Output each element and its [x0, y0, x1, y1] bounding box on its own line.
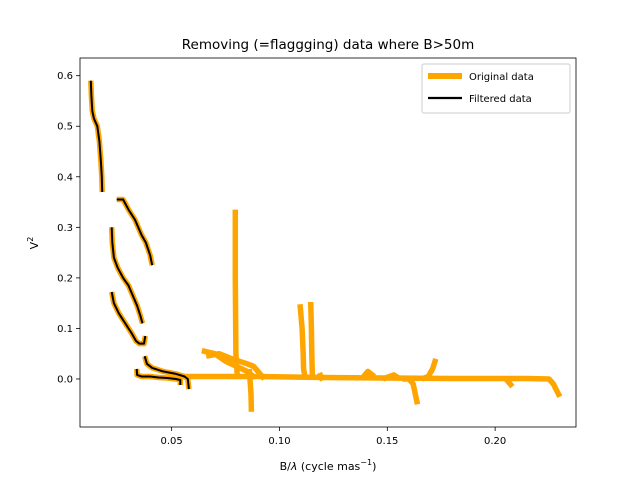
original-data-line-15 — [382, 372, 402, 382]
original-data-line-16 — [402, 376, 421, 405]
x-axis-label: B/λ (cycle mas−1) — [280, 458, 377, 473]
x-tick-label: 0.10 — [268, 436, 290, 447]
y-tick-label: 0.4 — [57, 172, 73, 183]
y-tick-label: 0.1 — [57, 324, 73, 335]
y-axis-label: V2 — [26, 237, 41, 250]
original-data-line-1 — [116, 196, 155, 266]
y-axis-ticks: 0.0 0.1 0.2 0.3 0.4 0.5 0.6 — [57, 71, 80, 385]
original-data-line-9 — [232, 209, 241, 378]
original-data-line-13 — [316, 371, 326, 382]
filtered-data-line-2 — [110, 227, 144, 324]
original-data-line-17 — [420, 357, 439, 382]
original-data-line-6 — [171, 373, 563, 398]
original-data-line-14 — [361, 368, 377, 379]
filtered-data-line-4 — [143, 355, 190, 390]
filtered-data-line-3 — [110, 291, 147, 345]
y-tick-label: 0.5 — [57, 122, 73, 133]
series-layer — [88, 80, 563, 412]
filtered-data-line-1 — [116, 198, 154, 266]
y-tick-label: 0.3 — [57, 223, 73, 234]
x-tick-label: 0.20 — [484, 436, 506, 447]
x-tick-label: 0.05 — [161, 436, 183, 447]
y-tick-label: 0.0 — [57, 374, 73, 385]
original-data-line-12 — [307, 302, 317, 380]
legend: Original data Filtered data — [421, 63, 571, 114]
plot-frame — [79, 57, 577, 428]
filtered-data-line-0 — [89, 80, 104, 193]
x-tick-label: 0.15 — [376, 436, 398, 447]
y-tick-label: 0.2 — [57, 273, 73, 284]
original-data-line-11 — [297, 303, 309, 380]
original-data-line-8 — [205, 350, 267, 381]
x-axis-ticks: 0.05 0.10 0.15 0.20 — [161, 427, 506, 447]
original-data-line-0 — [88, 80, 105, 193]
legend-label-filtered: Filtered data — [469, 94, 532, 105]
chart-title: Removing (=flaggging) data where B>50m — [182, 37, 475, 53]
y-tick-label: 0.6 — [57, 71, 73, 82]
original-data-line-10 — [246, 368, 255, 412]
filtered-data-line-5 — [135, 368, 182, 385]
legend-label-original: Original data — [469, 72, 534, 83]
original-data-line-18 — [503, 377, 515, 389]
